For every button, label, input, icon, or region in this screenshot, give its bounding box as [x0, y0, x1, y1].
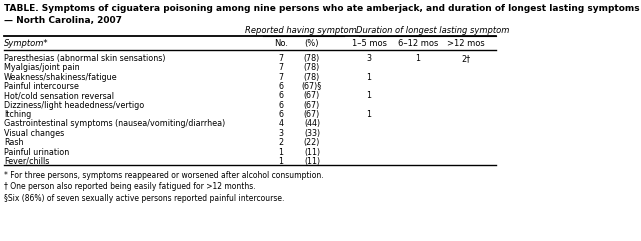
Text: (44): (44)	[304, 119, 320, 128]
Text: 6: 6	[278, 110, 283, 119]
Text: (78): (78)	[304, 73, 320, 81]
Text: 1: 1	[367, 73, 372, 81]
Text: Symptom*: Symptom*	[4, 39, 49, 48]
Text: TABLE. Symptoms of ciguatera poisoning among nine persons who ate amberjack, and: TABLE. Symptoms of ciguatera poisoning a…	[4, 4, 640, 25]
Text: * For three persons, symptoms reappeared or worsened after alcohol consumption.: * For three persons, symptoms reappeared…	[4, 171, 324, 180]
Text: (%): (%)	[304, 39, 319, 48]
Text: 1–5 mos: 1–5 mos	[351, 39, 387, 48]
Text: 1: 1	[367, 110, 372, 119]
Text: Painful intercourse: Painful intercourse	[4, 82, 79, 91]
Text: Rash: Rash	[4, 138, 23, 147]
Text: (67)§: (67)§	[302, 82, 322, 91]
Text: (67): (67)	[304, 110, 320, 119]
Text: 6–12 mos: 6–12 mos	[397, 39, 438, 48]
Text: Dizziness/light headedness/vertigo: Dizziness/light headedness/vertigo	[4, 101, 144, 110]
Text: (78): (78)	[304, 54, 320, 63]
Text: Hot/cold sensation reversal: Hot/cold sensation reversal	[4, 91, 114, 100]
Text: Paresthesias (abnormal skin sensations): Paresthesias (abnormal skin sensations)	[4, 54, 165, 63]
Text: 6: 6	[278, 101, 283, 110]
Text: 7: 7	[278, 54, 283, 63]
Text: §Six (86%) of seven sexually active persons reported painful intercourse.: §Six (86%) of seven sexually active pers…	[4, 194, 284, 203]
Text: (11): (11)	[304, 147, 320, 156]
Text: 7: 7	[278, 73, 283, 81]
Text: (78): (78)	[304, 63, 320, 72]
Text: No.: No.	[274, 39, 288, 48]
Text: Myalgias/joint pain: Myalgias/joint pain	[4, 63, 79, 72]
Text: 3: 3	[367, 54, 372, 63]
Text: Itching: Itching	[4, 110, 31, 119]
Text: (67): (67)	[304, 101, 320, 110]
Text: Visual changes: Visual changes	[4, 129, 64, 138]
Text: 6: 6	[278, 82, 283, 91]
Text: 2: 2	[278, 138, 283, 147]
Text: 4: 4	[278, 119, 283, 128]
Text: 1: 1	[367, 91, 372, 100]
Text: † One person also reported being easily fatigued for >12 months.: † One person also reported being easily …	[4, 182, 256, 191]
Text: 2†: 2†	[462, 54, 470, 63]
Text: Painful urination: Painful urination	[4, 147, 69, 156]
Text: Fever/chills: Fever/chills	[4, 157, 49, 166]
Text: 1: 1	[278, 157, 283, 166]
Text: 7: 7	[278, 63, 283, 72]
Text: (33): (33)	[304, 129, 320, 138]
Text: 3: 3	[278, 129, 283, 138]
Text: Reported having symptom: Reported having symptom	[246, 27, 357, 35]
Text: Gastrointestinal symptoms (nausea/vomiting/diarrhea): Gastrointestinal symptoms (nausea/vomiti…	[4, 119, 225, 128]
Text: (22): (22)	[304, 138, 320, 147]
Text: 1: 1	[278, 147, 283, 156]
Text: (11): (11)	[304, 157, 320, 166]
Text: (67): (67)	[304, 91, 320, 100]
Text: Weakness/shakiness/fatigue: Weakness/shakiness/fatigue	[4, 73, 117, 81]
Text: Duration of longest lasting symptom: Duration of longest lasting symptom	[356, 27, 509, 35]
Text: >12 mos: >12 mos	[447, 39, 485, 48]
Text: 1: 1	[415, 54, 420, 63]
Text: 6: 6	[278, 91, 283, 100]
